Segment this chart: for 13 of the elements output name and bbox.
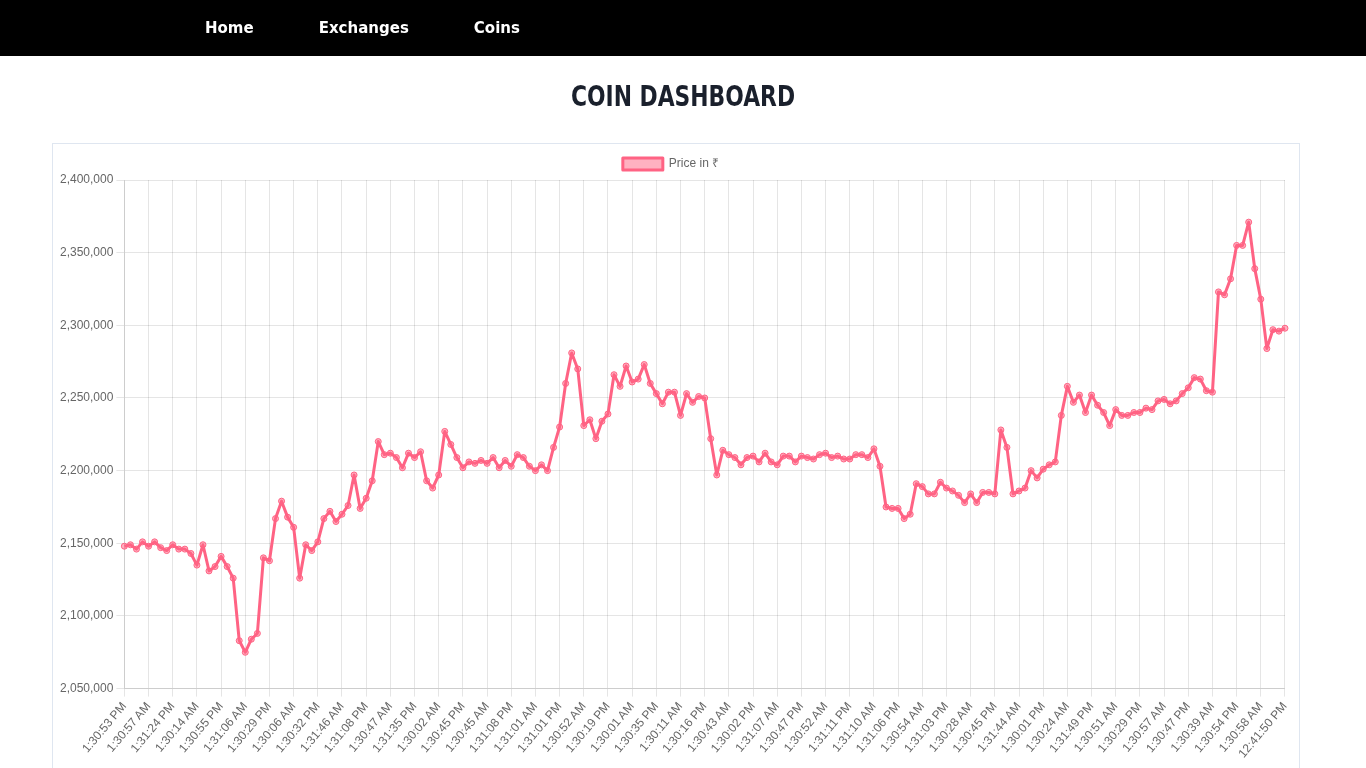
text: Home [205, 19, 254, 37]
y-tick-label: 2,200,000 [59, 462, 114, 477]
text: Coins [473, 19, 520, 37]
y-tick-label: 2,400,000 [59, 172, 114, 187]
legend-label: Price in ₹ [668, 156, 720, 171]
text: Exchanges [318, 19, 409, 37]
chart-title: COIN DASHBOARD [569, 80, 797, 115]
y-tick-label: 2,050,000 [59, 680, 114, 695]
y-tick-label: 2,150,000 [59, 535, 114, 550]
y-tick-label: 2,250,000 [59, 390, 114, 405]
y-tick-label: 2,350,000 [59, 244, 114, 259]
y-tick-label: 2,100,000 [59, 608, 114, 623]
y-tick-label: 2,300,000 [59, 317, 114, 332]
